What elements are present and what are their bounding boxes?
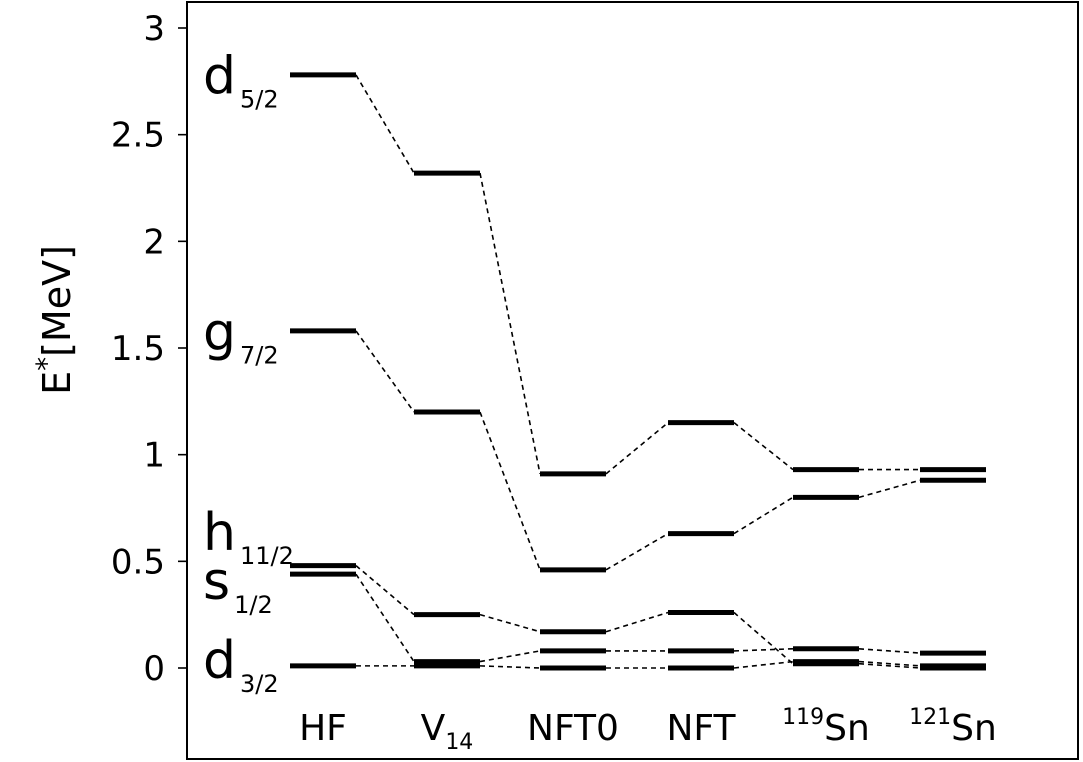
- orbital-label: d 3/2: [203, 631, 279, 698]
- orbital-label: h 11/2: [203, 503, 294, 570]
- category-label-main: Sn: [951, 708, 997, 749]
- connector-line: [355, 564, 415, 616]
- connector-line: [479, 650, 541, 663]
- category-label-mass: 121: [909, 705, 951, 730]
- connector-line: [733, 496, 794, 535]
- connector-line: [605, 422, 669, 475]
- orbital-label-j: 7/2: [240, 341, 279, 369]
- orbital-labels: d 5/2g 7/2h 11/2s 1/2d 3/2: [203, 46, 294, 698]
- connector-line: [858, 648, 921, 654]
- connector-line: [858, 660, 921, 667]
- y-tick-label: 1.5: [111, 329, 165, 369]
- connector-line: [733, 660, 794, 669]
- orbital-label-letter: h: [203, 503, 236, 563]
- category-label: 121Sn: [909, 705, 997, 749]
- y-tick-label: 1: [143, 436, 165, 476]
- y-tick-label: 0: [143, 649, 165, 689]
- y-tick-label: 2.5: [111, 116, 165, 156]
- connector-line: [355, 573, 415, 663]
- connector-line: [479, 411, 541, 571]
- orbital-label-j: 3/2: [240, 670, 279, 698]
- connector-line: [355, 330, 415, 413]
- energy-levels: [290, 72, 986, 671]
- connector-line: [858, 479, 921, 499]
- y-axis-label-sup: *: [30, 357, 63, 371]
- y-tick-label: 0.5: [111, 542, 165, 582]
- category-label-main: Sn: [824, 708, 870, 749]
- category-label-main: NFT0: [527, 708, 619, 749]
- category-label-sub: 14: [445, 730, 473, 755]
- connector-line: [479, 172, 541, 475]
- orbital-label: d 5/2: [203, 46, 279, 113]
- category-label: V14: [421, 708, 474, 755]
- y-axis-label-unit: [MeV]: [35, 245, 79, 357]
- connector-line: [479, 665, 541, 669]
- connector-lines: [355, 74, 921, 669]
- plot-frame: [186, 1, 1079, 760]
- category-label: NFT0: [527, 708, 619, 749]
- orbital-label: s 1/2: [203, 552, 273, 619]
- orbital-label-letter: s: [203, 552, 230, 612]
- connector-line: [605, 611, 669, 633]
- y-axis-label-main: E: [35, 371, 79, 395]
- category-label-mass: 119: [782, 705, 824, 730]
- y-axis: 0 0.5 1 1.5 2 2.5 3: [111, 9, 187, 689]
- orbital-label: g 7/2: [203, 302, 279, 369]
- connector-line: [733, 648, 794, 652]
- orbital-label-letter: d: [203, 631, 236, 691]
- category-label: 119Sn: [782, 705, 870, 749]
- y-tick-label: 3: [143, 9, 165, 49]
- connector-line: [733, 611, 794, 665]
- y-axis-label: E*[MeV]: [30, 245, 79, 395]
- orbital-label-j: 1/2: [234, 591, 273, 619]
- orbital-label-j: 5/2: [240, 85, 279, 113]
- category-label-main: V: [421, 708, 446, 749]
- connector-line: [605, 532, 669, 571]
- connector-line: [479, 613, 541, 633]
- connector-line: [858, 662, 921, 669]
- connector-line: [733, 422, 794, 471]
- x-category-labels: HF V14 NFT0 NFT 119Sn 121Sn: [299, 705, 997, 755]
- orbital-label-letter: g: [203, 302, 236, 362]
- orbital-label-j: 11/2: [240, 542, 294, 570]
- y-tick-label: 2: [143, 222, 165, 262]
- category-label-main: NFT: [667, 708, 737, 749]
- category-label: HF: [299, 708, 347, 749]
- category-label: NFT: [667, 708, 737, 749]
- orbital-label-letter: d: [203, 46, 236, 106]
- connector-line: [355, 74, 415, 174]
- category-label-main: HF: [299, 708, 347, 749]
